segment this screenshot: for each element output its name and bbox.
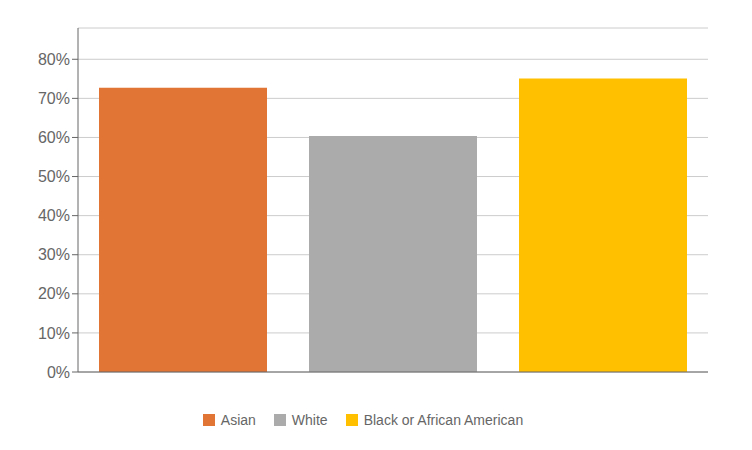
svg-text:60%: 60% (38, 129, 70, 146)
html-text:White: White (291, 412, 328, 428)
svg-text:10%: 10% (38, 325, 70, 342)
svg-text:70%: 70% (38, 90, 70, 107)
svg-text:50%: 50% (38, 168, 70, 185)
svg-text:80%: 80% (38, 51, 70, 68)
svg-text:20%: 20% (38, 285, 70, 302)
svg-text:30%: 30% (38, 246, 70, 263)
html-text:Asian: Asian (220, 412, 256, 428)
svg-text:0%: 0% (47, 364, 70, 381)
svg-text:40%: 40% (38, 207, 70, 224)
html-text:Black or African American: Black or African American (363, 412, 524, 428)
